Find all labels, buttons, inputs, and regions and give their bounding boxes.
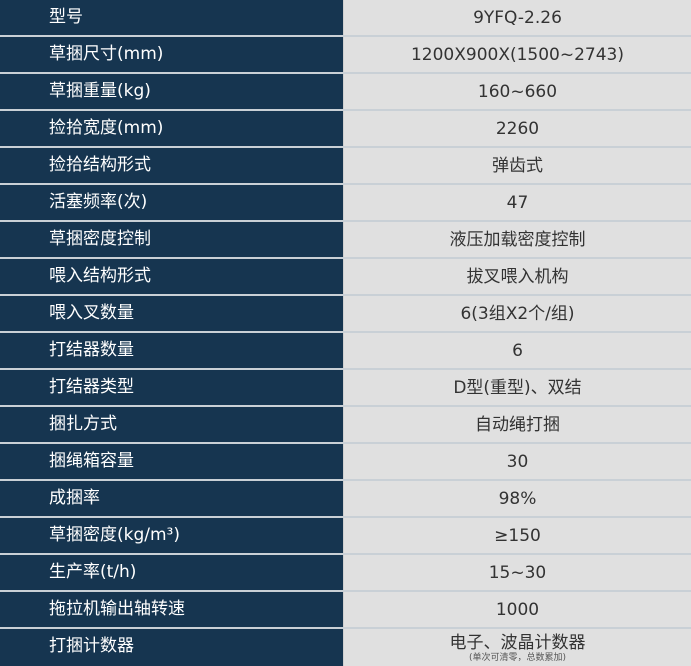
spec-value: 9YFQ-2.26	[473, 7, 562, 28]
spec-label: 成捆率	[0, 481, 343, 516]
spec-label: 型号	[0, 0, 343, 35]
spec-value: 2260	[495, 118, 540, 139]
spec-label: 草捆密度控制	[0, 222, 343, 257]
spec-value: 6(3组X2个/组)	[460, 303, 575, 324]
spec-label: 活塞频率(次)	[0, 185, 343, 220]
spec-value-cell: 弹齿式	[343, 148, 691, 183]
spec-value-cell: 98%	[343, 481, 691, 516]
spec-value: 自动绳打捆	[475, 414, 560, 435]
spec-value-cell: 6	[343, 333, 691, 368]
table-row: 草捆密度(kg/m³) ≥150	[0, 518, 691, 555]
spec-value: 6	[512, 340, 523, 361]
spec-label: 草捆密度(kg/m³)	[0, 518, 343, 553]
spec-label: 喂入结构形式	[0, 259, 343, 294]
spec-value-cell: 液压加载密度控制	[343, 222, 691, 257]
table-row: 打结器数量 6	[0, 333, 691, 370]
spec-label: 打结器数量	[0, 333, 343, 368]
spec-label: 捆绳箱容量	[0, 444, 343, 479]
table-row: 打捆计数器 电子、波晶计数器 (单次可清零，总数累加)	[0, 629, 691, 666]
table-row: 活塞频率(次) 47	[0, 185, 691, 222]
spec-value-cell: 2260	[343, 111, 691, 146]
spec-value: 160~660	[477, 81, 558, 102]
spec-note: (单次可清零，总数累加)	[468, 652, 567, 663]
spec-value: 液压加载密度控制	[449, 229, 586, 250]
table-row: 捆绳箱容量 30	[0, 444, 691, 481]
table-row: 型号 9YFQ-2.26	[0, 0, 691, 37]
table-row: 喂入结构形式 拔叉喂入机构	[0, 259, 691, 296]
spec-value: 电子、波晶计数器	[449, 632, 586, 653]
spec-label: 拖拉机输出轴转速	[0, 592, 343, 627]
spec-label: 草捆尺寸(mm)	[0, 37, 343, 72]
table-row: 成捆率 98%	[0, 481, 691, 518]
spec-value-cell: 160~660	[343, 74, 691, 109]
spec-value-cell: 电子、波晶计数器 (单次可清零，总数累加)	[343, 629, 691, 666]
spec-value: 弹齿式	[492, 155, 543, 176]
spec-label: 捡拾宽度(mm)	[0, 111, 343, 146]
table-row: 草捆密度控制 液压加载密度控制	[0, 222, 691, 259]
spec-label: 生产率(t/h)	[0, 555, 343, 590]
spec-value-cell: 拔叉喂入机构	[343, 259, 691, 294]
spec-value-cell: ≥150	[343, 518, 691, 553]
spec-label: 喂入叉数量	[0, 296, 343, 331]
table-row: 草捆重量(kg) 160~660	[0, 74, 691, 111]
spec-value-cell: 自动绳打捆	[343, 407, 691, 442]
spec-value-cell: 9YFQ-2.26	[343, 0, 691, 35]
spec-label: 草捆重量(kg)	[0, 74, 343, 109]
spec-label: 打结器类型	[0, 370, 343, 405]
spec-label: 捡拾结构形式	[0, 148, 343, 183]
spec-value-cell: 47	[343, 185, 691, 220]
spec-value: ≥150	[494, 525, 541, 546]
spec-value: 1000	[495, 599, 540, 620]
spec-value: 98%	[498, 488, 537, 509]
spec-value: D型(重型)、双结	[453, 377, 582, 398]
spec-value-cell: 30	[343, 444, 691, 479]
spec-value-cell: 6(3组X2个/组)	[343, 296, 691, 331]
spec-value-cell: D型(重型)、双结	[343, 370, 691, 405]
table-row: 喂入叉数量 6(3组X2个/组)	[0, 296, 691, 333]
spec-value: 拔叉喂入机构	[466, 266, 569, 287]
table-row: 生产率(t/h) 15~30	[0, 555, 691, 592]
spec-value-cell: 15~30	[343, 555, 691, 590]
spec-value: 15~30	[488, 562, 547, 583]
table-row: 拖拉机输出轴转速 1000	[0, 592, 691, 629]
spec-value: 1200X900X(1500~2743)	[410, 44, 625, 65]
spec-label: 打捆计数器	[0, 629, 343, 666]
spec-label: 捆扎方式	[0, 407, 343, 442]
table-row: 捡拾宽度(mm) 2260	[0, 111, 691, 148]
spec-value: 30	[506, 451, 529, 472]
table-row: 打结器类型 D型(重型)、双结	[0, 370, 691, 407]
spec-value-cell: 1200X900X(1500~2743)	[343, 37, 691, 72]
table-row: 捆扎方式 自动绳打捆	[0, 407, 691, 444]
table-row: 捡拾结构形式 弹齿式	[0, 148, 691, 185]
table-row: 草捆尺寸(mm) 1200X900X(1500~2743)	[0, 37, 691, 74]
spec-value-cell: 1000	[343, 592, 691, 627]
spec-value: 47	[506, 192, 529, 213]
